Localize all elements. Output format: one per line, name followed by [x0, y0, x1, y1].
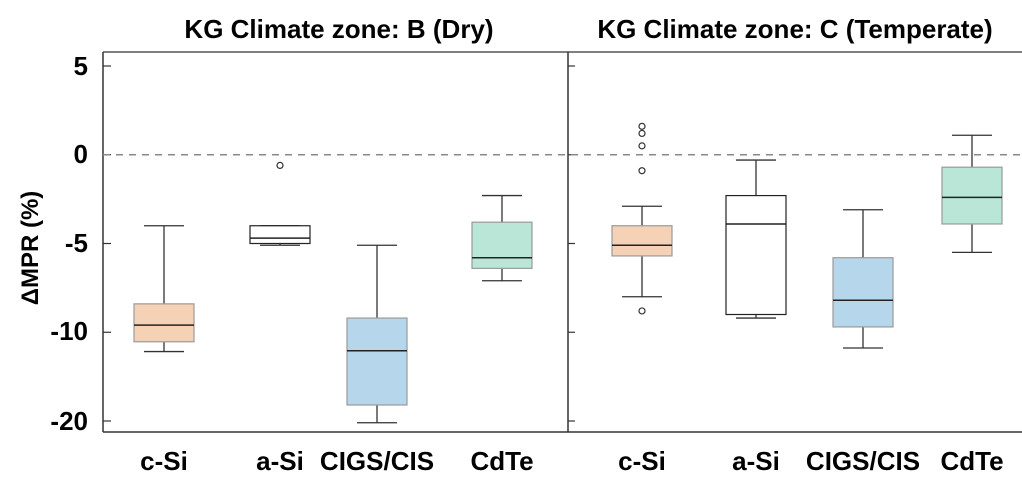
outlier-point — [638, 307, 646, 315]
y-axis-title: ΔMPR (%) — [17, 191, 44, 306]
x-tick-label: a-Si — [732, 446, 780, 475]
x-tick-label: CIGS/CIS — [320, 446, 434, 475]
box-a-si — [249, 225, 311, 245]
box-c-si — [133, 303, 195, 343]
x-tick-label: CIGS/CIS — [806, 446, 920, 475]
outlier-point — [276, 161, 284, 169]
y-tick-label: -5 — [65, 228, 88, 258]
outlier-point — [638, 142, 646, 150]
panel-title-temperate: KG Climate zone: C (Temperate) — [597, 14, 992, 44]
x-tick-label: CdTe — [470, 446, 533, 475]
box-cdte — [941, 166, 1003, 225]
y-tick-label: 0 — [74, 139, 88, 169]
panel-title-dry: KG Climate zone: B (Dry) — [184, 14, 493, 44]
x-tick-label: a-Si — [256, 446, 304, 475]
x-tick-label: CdTe — [940, 446, 1003, 475]
box-cigs-cis — [346, 317, 408, 406]
outlier-point — [638, 167, 646, 175]
box-a-si — [725, 194, 787, 316]
x-tick-label: c-Si — [140, 446, 188, 475]
box-c-si — [611, 225, 673, 257]
y-tick-label: -20 — [50, 406, 88, 436]
outlier-point — [638, 129, 646, 138]
box-cdte — [471, 221, 533, 269]
y-tick-label: 5 — [74, 51, 88, 81]
box-cigs-cis — [832, 257, 894, 328]
chart-marks — [102, 51, 1022, 433]
outlier-point — [638, 122, 646, 130]
x-tick-label: c-Si — [618, 446, 666, 475]
y-tick-label: -10 — [50, 316, 88, 346]
